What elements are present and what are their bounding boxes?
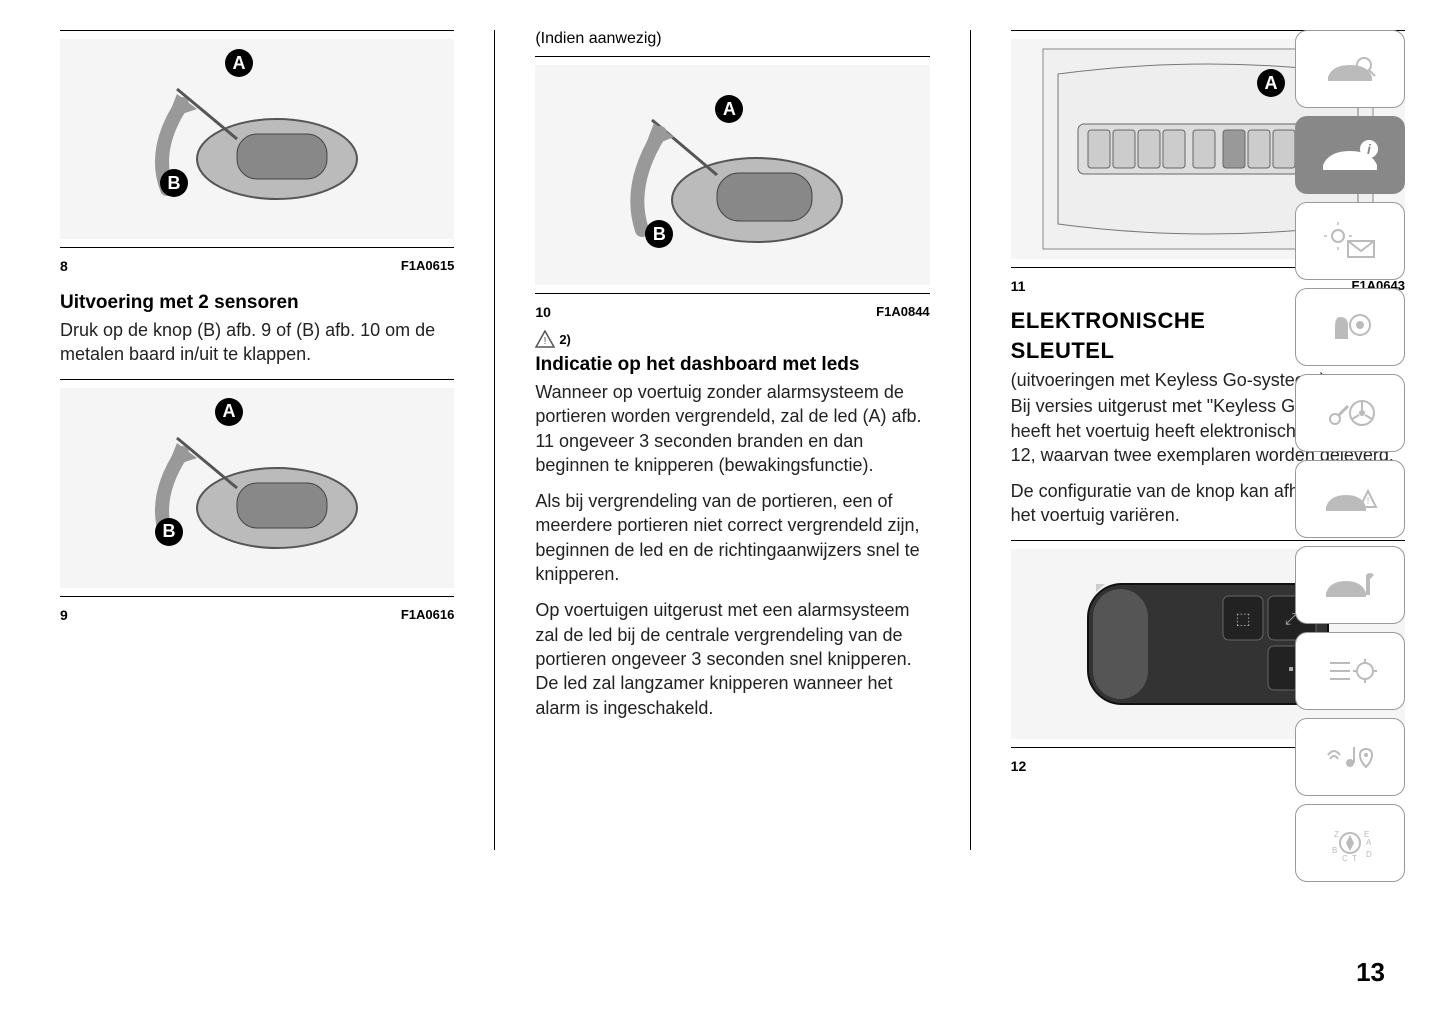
tab-list-gear[interactable]	[1295, 632, 1405, 710]
callout-b: B	[160, 169, 188, 197]
figure-8-caption: 8 F1A0615	[60, 258, 454, 274]
callout-b: B	[155, 518, 183, 546]
figure-9-caption: 9 F1A0616	[60, 607, 454, 623]
figure-8: A B	[60, 30, 454, 248]
car-wrench-icon	[1320, 565, 1380, 605]
column-1: A B 8 F1A0615 Uitvoering met 2 sensoren …	[60, 30, 454, 910]
paragraph-3: Op voertuigen uitgerust met een alarmsys…	[535, 598, 929, 719]
paragraph-1: Druk op de knop (B) afb. 9 of (B) afb. 1…	[60, 318, 454, 367]
note-indien: (Indien aanwezig)	[535, 30, 929, 48]
figure-number: 8	[60, 258, 68, 274]
warning-ref: ! 2)	[535, 330, 929, 348]
figure-10-image: A B	[535, 65, 929, 285]
svg-text:C: C	[1342, 854, 1348, 863]
svg-text:!: !	[544, 336, 547, 347]
figure-id: F1A0615	[401, 258, 454, 274]
svg-text:!: !	[1367, 496, 1370, 507]
svg-text:T: T	[1352, 854, 1357, 863]
figure-8-image: A B	[60, 39, 454, 239]
svg-text:A: A	[1366, 838, 1372, 847]
list-gear-icon	[1320, 651, 1380, 691]
tab-seat-airbag[interactable]	[1295, 288, 1405, 366]
paragraph-2: Als bij vergrendeling van de portieren, …	[535, 489, 929, 586]
figure-number: 9	[60, 607, 68, 623]
figure-id: F1A0616	[401, 607, 454, 623]
figure-number: 10	[535, 304, 551, 320]
figure-10: A B	[535, 56, 929, 294]
column-divider-2	[970, 30, 971, 850]
seat-airbag-icon	[1320, 307, 1380, 347]
page-number: 13	[1356, 957, 1385, 988]
light-envelope-icon	[1320, 221, 1380, 261]
tab-compass[interactable]: ZEBADCT	[1295, 804, 1405, 882]
column-2: (Indien aanwezig) A B 10 F1A0844 !	[535, 30, 929, 910]
compass-icon: ZEBADCT	[1320, 823, 1380, 863]
figure-9: A B	[60, 379, 454, 597]
figure-9-image: A B	[60, 388, 454, 588]
wifi-music-pin-icon	[1320, 737, 1380, 777]
figure-10-caption: 10 F1A0844	[535, 304, 929, 320]
tab-car-warning[interactable]: !	[1295, 460, 1405, 538]
tab-light-envelope[interactable]	[1295, 202, 1405, 280]
tab-car-magnify[interactable]	[1295, 30, 1405, 108]
callout-a: A	[1257, 69, 1285, 97]
column-divider-1	[494, 30, 495, 850]
key-wheel-icon	[1320, 393, 1380, 433]
svg-text:B: B	[1332, 846, 1337, 855]
tab-car-wrench[interactable]	[1295, 546, 1405, 624]
subheading-leds: Indicatie op het dashboard met leds	[535, 354, 929, 376]
car-magnify-icon	[1320, 49, 1380, 89]
figure-number: 12	[1011, 758, 1027, 774]
tab-car-info[interactable]: i	[1295, 116, 1405, 194]
car-info-icon: i	[1315, 133, 1385, 178]
figure-number: 11	[1011, 278, 1026, 294]
callout-a: A	[215, 398, 243, 426]
svg-text:⬚: ⬚	[1235, 611, 1250, 628]
tab-wifi-music-pin[interactable]	[1295, 718, 1405, 796]
callout-a: A	[225, 49, 253, 77]
svg-text:Z: Z	[1334, 830, 1339, 839]
warning-triangle-icon: !	[535, 330, 555, 348]
figure-id: F1A0844	[876, 304, 929, 320]
svg-text:D: D	[1366, 850, 1372, 859]
section-tabs: i ! ZEBADCT	[1295, 30, 1405, 882]
tab-key-wheel[interactable]	[1295, 374, 1405, 452]
car-warning-icon: !	[1320, 479, 1380, 519]
svg-text:▪: ▪	[1288, 661, 1294, 678]
subheading-sensors: Uitvoering met 2 sensoren	[60, 292, 454, 314]
warning-ref-num: 2)	[559, 332, 571, 347]
paragraph-1: Wanneer op voertuig zonder alarmsysteem …	[535, 380, 929, 477]
